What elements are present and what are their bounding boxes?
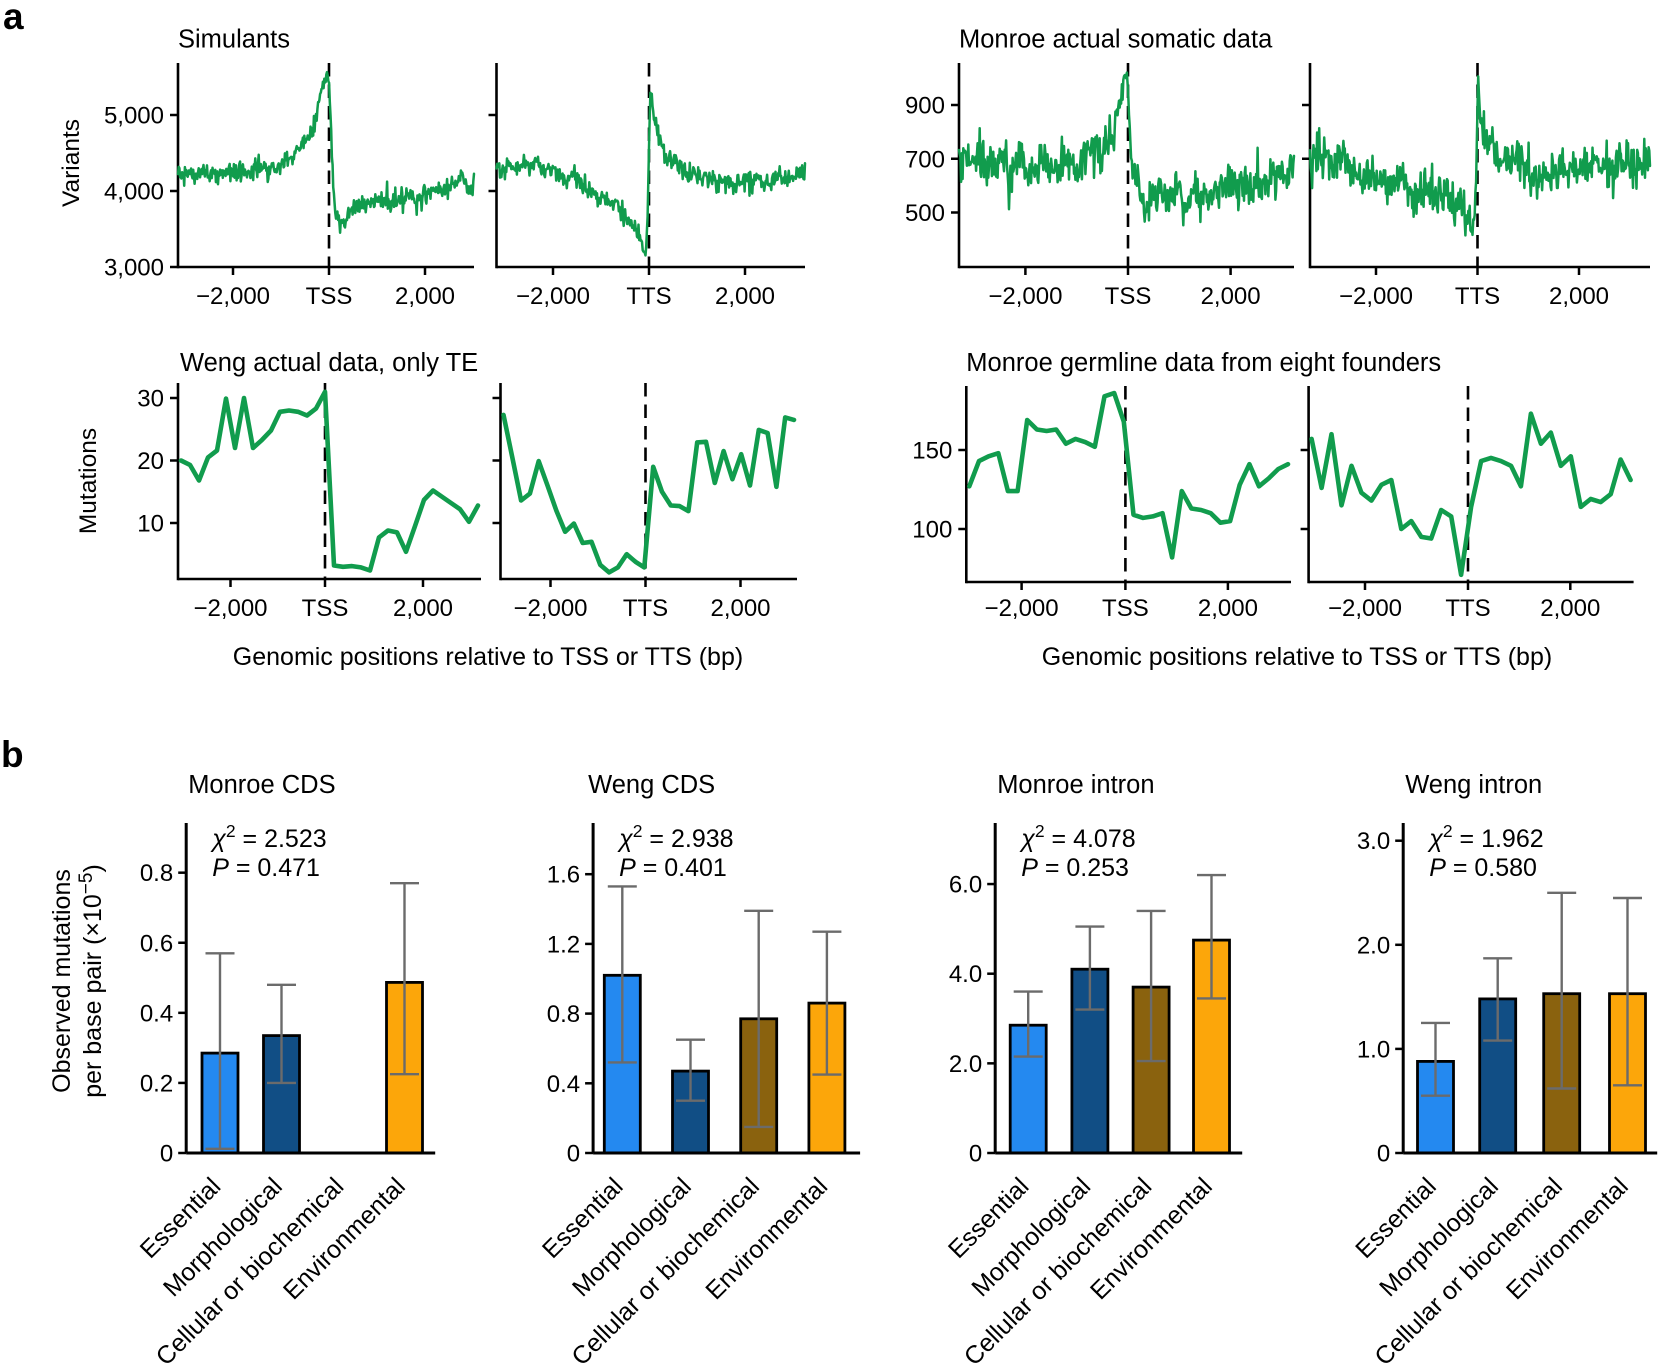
svg-text:2,000: 2,000 [715, 283, 775, 310]
svg-text:2,000: 2,000 [1201, 283, 1261, 310]
svg-text:900: 900 [905, 93, 945, 120]
svg-text:4,000: 4,000 [104, 179, 164, 206]
svg-text:−2,000: −2,000 [988, 283, 1062, 310]
svg-text:TTS: TTS [623, 595, 668, 622]
svg-text:1.0: 1.0 [1357, 1036, 1390, 1063]
svg-text:per base pair (×10−5): per base pair (×10−5) [76, 864, 107, 1098]
svg-text:0: 0 [1377, 1141, 1390, 1168]
svg-text:χ2 = 2.523: χ2 = 2.523 [210, 821, 326, 853]
svg-text:Variants: Variants [58, 119, 85, 207]
svg-text:χ2 = 2.938: χ2 = 2.938 [617, 821, 733, 853]
svg-text:30: 30 [137, 386, 164, 413]
svg-text:0.4: 0.4 [547, 1071, 580, 1098]
svg-text:3,000: 3,000 [104, 255, 164, 282]
svg-text:P = 0.580: P = 0.580 [1429, 854, 1537, 882]
svg-text:2,000: 2,000 [1540, 595, 1600, 622]
svg-text:500: 500 [905, 200, 945, 227]
svg-text:TTS: TTS [1455, 283, 1500, 310]
svg-text:2,000: 2,000 [393, 595, 453, 622]
svg-text:3.0: 3.0 [1357, 828, 1390, 855]
svg-text:−2,000: −2,000 [1328, 595, 1402, 622]
svg-text:P = 0.471: P = 0.471 [212, 854, 320, 882]
svg-text:0.8: 0.8 [140, 860, 173, 887]
svg-text:Monroe intron: Monroe intron [997, 771, 1154, 799]
svg-text:20: 20 [137, 448, 164, 475]
svg-text:Mutations: Mutations [75, 428, 102, 534]
svg-text:Genomic positions relative to: Genomic positions relative to TSS or TTS… [1042, 643, 1552, 671]
svg-text:a: a [3, 0, 24, 37]
svg-text:TSS: TSS [1105, 283, 1152, 310]
svg-text:2,000: 2,000 [1198, 595, 1258, 622]
svg-text:P = 0.253: P = 0.253 [1021, 854, 1129, 882]
svg-text:P = 0.401: P = 0.401 [619, 854, 727, 882]
svg-text:−2,000: −2,000 [516, 283, 590, 310]
svg-text:0: 0 [160, 1141, 173, 1168]
svg-text:−2,000: −2,000 [513, 595, 587, 622]
svg-text:0: 0 [567, 1141, 580, 1168]
svg-text:Monroe germline data from eigh: Monroe germline data from eight founders [966, 349, 1441, 377]
svg-text:2,000: 2,000 [1549, 283, 1609, 310]
svg-text:TTS: TTS [1445, 595, 1490, 622]
svg-text:2,000: 2,000 [395, 283, 455, 310]
svg-text:2,000: 2,000 [710, 595, 770, 622]
svg-text:Weng actual data, only TE: Weng actual data, only TE [180, 349, 478, 377]
svg-text:5,000: 5,000 [104, 103, 164, 130]
svg-text:Weng CDS: Weng CDS [588, 771, 715, 799]
svg-text:Simulants: Simulants [178, 26, 290, 54]
svg-text:χ2 = 4.078: χ2 = 4.078 [1019, 821, 1135, 853]
svg-text:2.0: 2.0 [1357, 932, 1390, 959]
svg-text:Genomic positions relative to: Genomic positions relative to TSS or TTS… [233, 643, 743, 671]
svg-text:−2,000: −2,000 [193, 595, 267, 622]
svg-text:4.0: 4.0 [949, 961, 982, 988]
svg-text:b: b [1, 734, 24, 775]
svg-text:2.0: 2.0 [949, 1051, 982, 1078]
svg-text:Observed mutations: Observed mutations [48, 869, 76, 1093]
svg-text:−2,000: −2,000 [985, 595, 1059, 622]
svg-text:10: 10 [137, 511, 164, 538]
svg-text:0.2: 0.2 [140, 1070, 173, 1097]
svg-text:Monroe actual somatic data: Monroe actual somatic data [959, 26, 1273, 54]
svg-text:0.4: 0.4 [140, 1000, 173, 1027]
svg-text:−2,000: −2,000 [1339, 283, 1413, 310]
svg-text:TSS: TSS [302, 595, 349, 622]
svg-text:1.6: 1.6 [547, 862, 580, 889]
svg-text:Monroe CDS: Monroe CDS [188, 771, 335, 799]
svg-text:0: 0 [969, 1141, 982, 1168]
svg-text:χ2 = 1.962: χ2 = 1.962 [1427, 821, 1543, 853]
svg-text:100: 100 [912, 517, 952, 544]
svg-text:TSS: TSS [1102, 595, 1149, 622]
svg-text:Weng intron: Weng intron [1405, 771, 1542, 799]
svg-text:0.8: 0.8 [547, 1001, 580, 1028]
svg-text:6.0: 6.0 [949, 872, 982, 899]
svg-text:1.2: 1.2 [547, 931, 580, 958]
svg-text:0.6: 0.6 [140, 930, 173, 957]
svg-text:TSS: TSS [306, 283, 353, 310]
svg-text:TTS: TTS [626, 283, 671, 310]
svg-text:700: 700 [905, 146, 945, 173]
svg-text:150: 150 [912, 438, 952, 465]
svg-text:−2,000: −2,000 [196, 283, 270, 310]
